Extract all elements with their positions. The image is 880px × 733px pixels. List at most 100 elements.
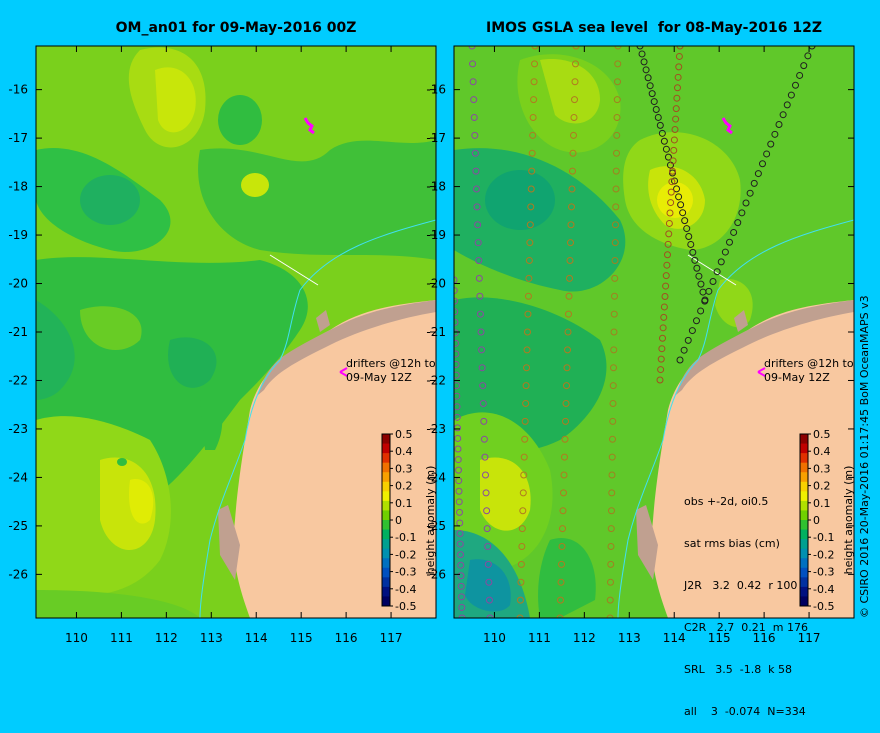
track-point bbox=[674, 84, 681, 92]
track-point bbox=[470, 96, 478, 104]
track-point bbox=[527, 185, 535, 193]
track-point bbox=[454, 276, 458, 284]
track-point bbox=[522, 400, 530, 407]
track-point bbox=[518, 543, 526, 550]
y-tick-label: -25 bbox=[8, 519, 28, 533]
track-point bbox=[454, 308, 459, 316]
track-point bbox=[516, 614, 524, 618]
track-point bbox=[609, 417, 617, 425]
colorbar-swatch bbox=[382, 567, 390, 578]
track-point bbox=[800, 62, 808, 70]
track-point bbox=[608, 489, 616, 497]
track-point bbox=[804, 52, 812, 60]
track-point bbox=[667, 199, 675, 207]
track-point bbox=[738, 209, 746, 217]
y-tick-label: -21 bbox=[8, 325, 28, 339]
track-point bbox=[485, 578, 493, 586]
track-point bbox=[693, 264, 701, 272]
track-point bbox=[563, 382, 570, 390]
track-point bbox=[612, 203, 620, 211]
track-point bbox=[457, 561, 465, 569]
track-point bbox=[458, 593, 465, 601]
track-point bbox=[455, 487, 463, 495]
track-point bbox=[458, 614, 466, 618]
colorbar-swatch bbox=[382, 434, 390, 445]
track-point bbox=[675, 52, 683, 60]
track-point bbox=[672, 115, 680, 123]
track-point bbox=[517, 578, 525, 586]
track-point bbox=[717, 258, 725, 266]
colorbar-swatch bbox=[800, 529, 808, 540]
track-point bbox=[564, 328, 572, 336]
x-tick-label: 113 bbox=[618, 631, 641, 645]
colorbar-tick-label: 0.3 bbox=[395, 462, 413, 475]
track-point bbox=[557, 596, 564, 604]
colorbar-swatch bbox=[800, 577, 808, 588]
track-point bbox=[681, 217, 689, 225]
track-point bbox=[530, 78, 538, 86]
y-tick-label: -19 bbox=[8, 228, 28, 242]
track-point bbox=[484, 543, 492, 550]
track-point bbox=[767, 140, 775, 148]
track-point bbox=[613, 149, 620, 157]
colorbar-swatch bbox=[382, 500, 390, 511]
track-point bbox=[673, 94, 681, 102]
track-point bbox=[679, 209, 687, 217]
track-point bbox=[565, 310, 572, 318]
track-point bbox=[566, 274, 573, 282]
track-point bbox=[614, 78, 621, 86]
track-point bbox=[680, 346, 688, 354]
track-point bbox=[476, 310, 484, 318]
track-point bbox=[479, 382, 487, 390]
colorbar-swatch bbox=[800, 434, 808, 445]
colorbar-swatch bbox=[800, 548, 808, 559]
x-tick-label: 112 bbox=[155, 631, 178, 645]
track-point bbox=[523, 364, 531, 372]
right-map[interactable]: 110 111 112 113 114 115 116 117 -16 -17 -18 -19 -20 -… bbox=[0, 0, 880, 660]
right-drifters-label-2: 09-May 12Z bbox=[764, 371, 830, 384]
track-point bbox=[519, 489, 527, 497]
y-tick-label: -22 bbox=[426, 373, 446, 387]
y-tick-label: -24 bbox=[426, 470, 446, 484]
left-drifters-label-1: drifters @12h to bbox=[346, 357, 436, 370]
track-point bbox=[526, 221, 534, 229]
track-point bbox=[642, 66, 650, 74]
track-point bbox=[609, 382, 617, 390]
track-point bbox=[771, 130, 779, 138]
track-point bbox=[687, 240, 695, 248]
track-point bbox=[572, 60, 579, 68]
x-tick-label: 117 bbox=[380, 631, 403, 645]
track-point bbox=[608, 471, 616, 479]
colorbar-swatch bbox=[800, 481, 808, 492]
track-point bbox=[609, 435, 616, 443]
stats-row: all 3 -0.074 N=334 bbox=[684, 705, 806, 718]
track-point bbox=[571, 78, 579, 86]
track-point bbox=[613, 96, 621, 104]
track-point bbox=[480, 435, 488, 443]
track-point bbox=[530, 96, 538, 104]
colorbar-tick-label: 0.1 bbox=[813, 497, 831, 510]
track-point bbox=[454, 318, 459, 326]
left-map[interactable]: 110 111 112 113 114 115 116 117 -16 -17 -18 -19 -20 -… bbox=[0, 0, 440, 660]
colorbar-tick-label: 0.4 bbox=[813, 445, 831, 458]
x-tick-label: 114 bbox=[245, 631, 268, 645]
track-point bbox=[572, 46, 580, 50]
track-point bbox=[527, 203, 535, 211]
track-point bbox=[742, 199, 750, 207]
track-point bbox=[610, 346, 618, 354]
colorbar-swatch bbox=[382, 558, 390, 569]
track-point bbox=[676, 46, 684, 50]
track-point bbox=[455, 466, 462, 474]
colorbar-tick-label: 0.1 bbox=[395, 497, 413, 510]
track-point bbox=[665, 230, 673, 238]
track-point bbox=[808, 46, 816, 50]
track-point bbox=[611, 274, 619, 282]
y-tick-label: -26 bbox=[426, 567, 446, 581]
track-point bbox=[480, 417, 488, 425]
track-point bbox=[606, 596, 614, 604]
track-point bbox=[516, 596, 524, 604]
x-tick-label: 116 bbox=[335, 631, 358, 645]
colorbar-swatch bbox=[382, 462, 390, 473]
right-panel-title: IMOS GSLA sea level for 08-May-2016 12Z bbox=[486, 20, 822, 36]
track-point bbox=[454, 382, 460, 390]
